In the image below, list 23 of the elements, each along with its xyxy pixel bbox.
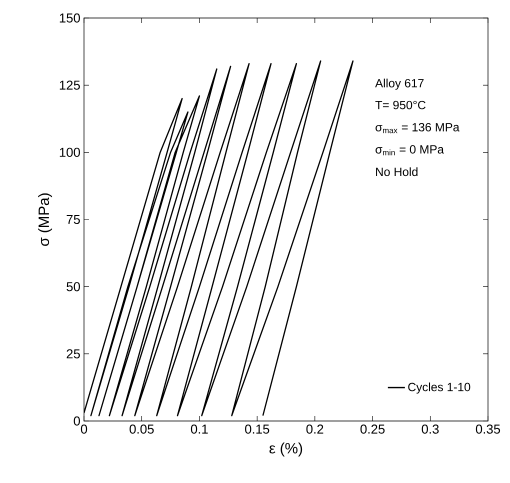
annotation: σ$_{min}$ = 0 MPa (376, 145, 444, 156)
y-tick-label: 125 (60, 80, 80, 90)
x-tick-label: 0.2 (306, 424, 324, 434)
y-tick-label: 0 (74, 416, 80, 426)
x-tick-label: 0.15 (245, 424, 270, 434)
y-tick-label: 50 (66, 282, 80, 292)
legend-label: Cycles 1-10 (408, 382, 470, 394)
x-axis-title: ε (%) (269, 442, 302, 456)
x-tick-label: 0.1 (190, 424, 208, 434)
y-axis-title: σ (MPa) (38, 193, 52, 246)
x-tick-label: 0 (80, 424, 88, 434)
annotation: No Hold (376, 167, 418, 176)
y-tick-label: 100 (60, 148, 80, 157)
annotation: σ$_{max}$ = 136 MPa (376, 122, 460, 134)
x-tick-label: 0.25 (360, 424, 385, 434)
y-tick-label: 25 (66, 349, 80, 358)
annotation: T= 950°C (375, 100, 426, 110)
y-tick-label: 150 (60, 13, 80, 23)
y-tick-label: 75 (66, 214, 80, 224)
x-tick-label: 0.35 (476, 424, 500, 434)
x-tick-label: 0.05 (130, 424, 154, 434)
annotation: Alloy 617 (375, 78, 424, 90)
x-tick-label: 0.3 (422, 424, 439, 434)
